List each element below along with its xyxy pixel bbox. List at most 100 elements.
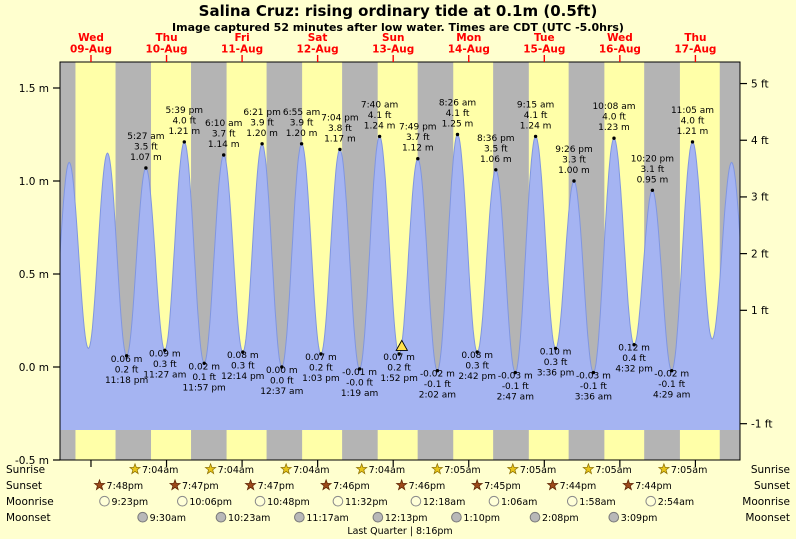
tide-event-label-line: 0.3 ft [544,358,568,368]
moonrise-circle-icon [254,495,266,507]
tide-event-label-line: 4.0 ft [172,116,196,126]
tide-event-label-line: 4.1 ft [524,111,548,121]
tide-event-label-line: 7:40 am [361,100,398,110]
astro-entry-time: 7:47pm [258,481,295,492]
tide-event-label-line: 7:49 pm [399,123,437,133]
tide-event-label-line: 3:36 pm [537,368,575,378]
astro-entry-time: 2:54am [658,497,694,508]
tide-event-label-line: -0.1 ft [502,382,529,392]
right-axis-tick-label: 4 ft [751,135,769,147]
tide-event-label: 0.08 m 0.3 ft 12:14 pm [221,351,264,382]
day-label: Thu 17-Aug [674,32,716,56]
astro-row-label-right: Sunrise [751,464,790,476]
tide-event-label-line: 1.14 m [208,140,240,150]
tide-event-label: 0.07 m 0.2 ft 1:03 pm [302,353,340,384]
tide-event-label-line: 0.06 m [111,355,143,365]
moonrise-circle-icon [566,495,578,507]
page-subtitle: Image captured 52 minutes after low wate… [172,21,624,34]
astro-entry-time: 7:44pm [560,481,597,492]
tide-event-label-line: 3.7 ft [406,133,430,143]
day-name: Wed [78,32,104,44]
right-axis-tick-label: 5 ft [751,78,769,90]
tide-event-label-line: -0.02 m [420,370,455,380]
day-name: Mon [456,32,481,44]
tide-event-dot [533,134,538,139]
sunrise-star-icon [204,462,217,475]
tide-event-label-line: 0.3 ft [231,362,255,372]
astro-entry-time: 7:05am [520,465,556,476]
sunset-star-icon [546,478,559,491]
astro-entry-time: 7:04am [293,465,329,476]
day-label: Wed 09-Aug [70,32,112,56]
tide-event-dot [397,352,401,356]
tide-event-label-line: 11:18 pm [105,376,148,386]
tide-event-dot [357,367,362,371]
tide-event-dot [377,134,382,139]
tide-event-label-line: 11:05 am [671,106,714,116]
tide-event-label-line: 0.4 ft [622,354,646,364]
tide-event-label-line: 0.0 ft [270,377,294,387]
tide-event-label-line: 10:08 am [592,102,635,112]
tide-event-label-line: -0.1 ft [424,380,451,390]
tide-event-label: 0.02 m 0.1 ft 11:57 pm [183,362,226,393]
day-label: Sat 12-Aug [297,32,339,56]
left-axis-tick-label: 1.0 m [19,176,49,188]
tide-event-label-line: -0.01 m [342,368,377,378]
sunset-star-icon [168,478,182,491]
tide-event-label-line: 0.1 ft [192,373,216,383]
tide-event-dot [202,361,206,365]
tide-event-label-line: -0.1 ft [658,380,685,390]
tide-event-label: 5:27 am 3.5 ft 1.07 m [127,132,164,163]
tide-event-label-line: 0.10 m [540,347,572,357]
tide-event-dot [416,157,420,161]
sunrise-star-icon [128,462,142,475]
current-time-marker [395,339,409,351]
tide-event-dot [280,365,284,369]
tide-event-label-line: 4.1 ft [446,109,470,119]
tide-event-dot [435,369,440,373]
tide-event-label: 9:15 am 4.1 ft 1.24 m [517,100,554,131]
astro-entry-time: 10:06pm [189,497,232,508]
tide-event-dot [338,147,342,152]
right-axis-tick-label: 2 ft [751,248,769,260]
sunrise-star-icon [657,462,671,475]
sunrise-star-icon [280,462,293,475]
tide-event-dot [260,142,264,146]
astro-entry-time: 7:45pm [484,481,521,492]
day-label: Tue 15-Aug [523,32,565,56]
tide-event-label: -0.02 m -0.1 ft 2:02 am [419,370,456,401]
day-date: 17-Aug [674,44,716,56]
moonrise-circle-icon [645,495,657,507]
tide-event-label-line: 1.07 m [130,153,162,163]
tide-event-label-line: 0.07 m [305,353,337,363]
tide-event-label: 5:39 pm 4.0 ft 1.21 m [166,106,204,137]
astro-entry-time: 7:47pm [182,481,219,492]
astro-entry-time: 7:44pm [635,481,672,492]
astro-entry-time: 9:30am [150,513,186,524]
tide-event-label-line: 0.08 m [227,351,259,361]
day-date: 10-Aug [145,44,187,56]
day-date: 14-Aug [448,44,490,56]
tide-event-label-line: 3.9 ft [250,118,274,128]
sunset-star-icon [471,478,484,491]
tide-event-label-line: 3.7 ft [212,130,236,140]
tide-event-label-line: 6:21 pm [243,108,281,118]
left-axis-tick-label: 0.0 m [19,362,49,374]
tide-event-label-line: 4:29 am [653,391,690,401]
tide-event-label: 7:40 am 4.1 ft 1.24 m [361,100,398,131]
tide-event-dot [222,153,226,157]
tide-event-label-line: 1.17 m [324,134,356,144]
tide-event-label: 0.00 m 0.0 ft 12:37 am [260,366,303,397]
tide-event-label: -0.03 m -0.1 ft 3:36 am [575,372,612,403]
tide-event-label-line: 1.06 m [480,155,512,165]
day-label: Wed 16-Aug [599,32,641,56]
tide-event-label: 0.10 m 0.3 ft 3:36 pm [537,347,575,378]
day-date: 11-Aug [221,44,263,56]
tide-event-label: 7:04 pm 3.8 ft 1.17 m [321,113,359,144]
tide-event-label: -0.03 m -0.1 ft 2:47 am [497,372,534,403]
tide-event-label-line: 3.5 ft [134,143,158,153]
tide-event-dot [455,132,460,137]
right-axis-tick-label: 3 ft [751,192,769,204]
left-axis-tick-label: 0.5 m [19,269,49,281]
moonrise-circle-icon [332,495,344,507]
